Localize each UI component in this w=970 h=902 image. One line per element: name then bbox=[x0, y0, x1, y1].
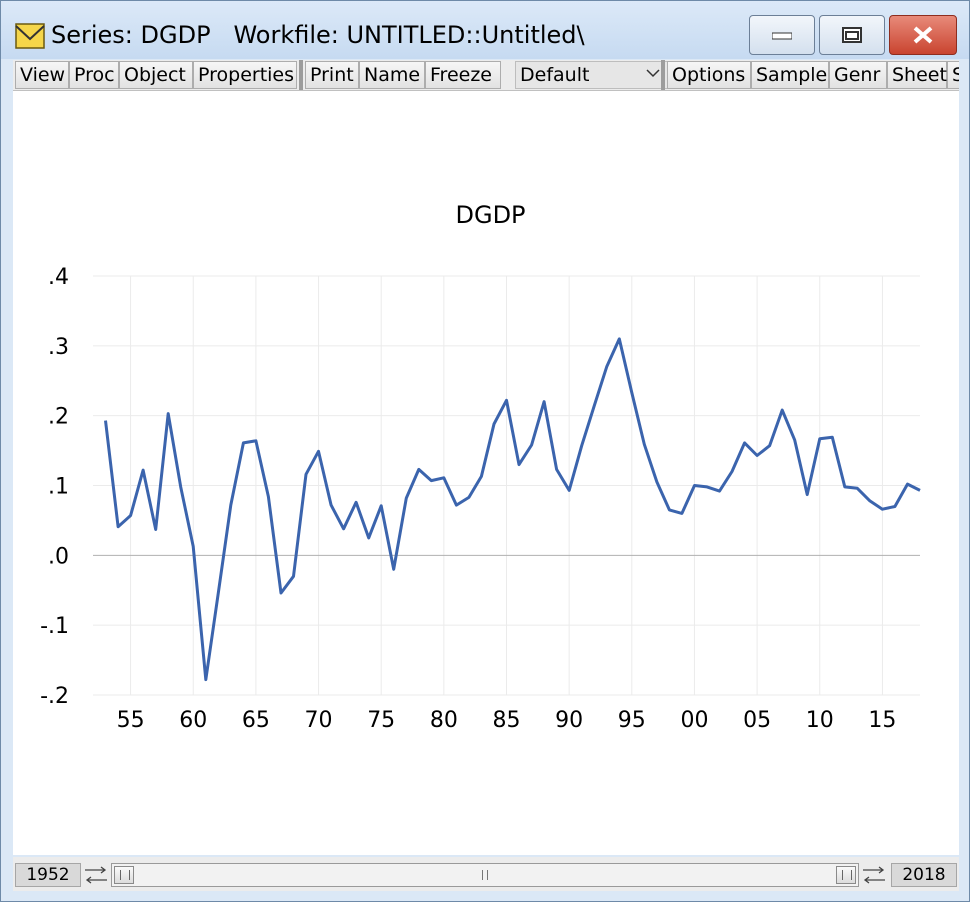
genr-button[interactable]: Genr bbox=[829, 61, 887, 89]
freeze-button[interactable]: Freeze bbox=[425, 61, 501, 89]
sheet-button[interactable]: Sheet bbox=[887, 61, 947, 89]
series-toolbar: View Proc Object Properties Print Name F… bbox=[13, 60, 959, 91]
slider-start-thumb[interactable] bbox=[114, 866, 134, 884]
y-tick-label: -.1 bbox=[40, 614, 69, 639]
slider-grip bbox=[482, 870, 488, 880]
view-mode-select[interactable]: Default bbox=[515, 61, 669, 89]
y-tick-label: .3 bbox=[48, 335, 69, 360]
minimize-icon bbox=[772, 32, 792, 40]
x-tick-label: 70 bbox=[305, 708, 333, 733]
y-tick-label: -.2 bbox=[40, 684, 69, 709]
maximize-button[interactable] bbox=[819, 15, 885, 55]
object-button[interactable]: Object bbox=[119, 61, 193, 89]
x-tick-label: 85 bbox=[493, 708, 521, 733]
swap-arrows-icon[interactable] bbox=[861, 863, 887, 887]
chart-title: DGDP bbox=[455, 201, 525, 229]
x-tick-label: 65 bbox=[242, 708, 270, 733]
envelope-icon bbox=[15, 23, 45, 49]
swap-arrows-icon[interactable] bbox=[83, 863, 109, 887]
range-end: 2018 bbox=[891, 863, 957, 887]
sample-button[interactable]: Sample bbox=[751, 61, 829, 89]
y-tick-label: .1 bbox=[48, 475, 69, 500]
toolbar-separator bbox=[661, 60, 665, 90]
series-line bbox=[104, 337, 921, 682]
x-tick-label: 90 bbox=[555, 708, 583, 733]
x-tick-label: 60 bbox=[179, 708, 207, 733]
slider-end-thumb[interactable] bbox=[836, 866, 856, 884]
properties-button[interactable]: Properties bbox=[193, 61, 297, 89]
x-tick-label: 80 bbox=[430, 708, 458, 733]
toolbar-separator bbox=[299, 60, 303, 90]
range-start: 1952 bbox=[15, 863, 81, 887]
options-button[interactable]: Options bbox=[667, 61, 751, 89]
window-title: Series: DGDP Workfile: UNTITLED::Untitle… bbox=[51, 21, 585, 49]
x-tick-label: 55 bbox=[117, 708, 145, 733]
x-tick-label: 00 bbox=[680, 708, 708, 733]
overflow-button[interactable]: S bbox=[947, 61, 959, 89]
x-tick-label: 75 bbox=[367, 708, 395, 733]
maximize-icon bbox=[842, 27, 862, 43]
x-tick-label: 05 bbox=[743, 708, 771, 733]
name-button[interactable]: Name bbox=[359, 61, 425, 89]
close-icon bbox=[913, 26, 933, 44]
y-tick-label: .4 bbox=[48, 265, 69, 290]
sample-slider[interactable] bbox=[111, 863, 859, 887]
close-button[interactable] bbox=[889, 15, 957, 55]
y-tick-label: .2 bbox=[48, 405, 69, 430]
x-tick-label: 95 bbox=[618, 708, 646, 733]
print-button[interactable]: Print bbox=[305, 61, 359, 89]
view-mode-value: Default bbox=[520, 64, 590, 86]
y-tick-label: .0 bbox=[48, 544, 69, 569]
x-tick-label: 15 bbox=[868, 708, 896, 733]
x-tick-label: 10 bbox=[806, 708, 834, 733]
chevron-down-icon bbox=[646, 69, 660, 78]
line-chart: DGDP 55 60 65 70 75 80 85 90 95 00 05 10 15 -.2 -.1 .0 .1… bbox=[40, 201, 921, 733]
view-button[interactable]: View bbox=[15, 61, 69, 89]
minimize-button[interactable] bbox=[749, 15, 815, 55]
title-bar[interactable]: Series: DGDP Workfile: UNTITLED::Untitle… bbox=[1, 1, 969, 59]
sample-range-bar: 1952 2018 bbox=[13, 857, 959, 891]
proc-button[interactable]: Proc bbox=[69, 61, 119, 89]
chart-area: DGDP 55 60 65 70 75 80 85 90 95 00 05 10 15 -.2 -.1 .0 .1… bbox=[13, 91, 959, 855]
